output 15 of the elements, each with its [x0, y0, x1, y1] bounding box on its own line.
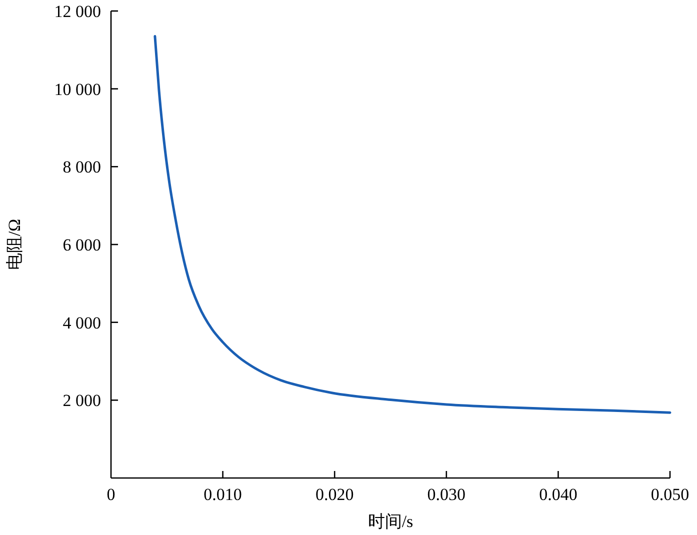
y-tick-label: 6 000	[62, 236, 101, 254]
y-tick-label: 8 000	[62, 158, 101, 177]
y-axis-title: 电阻/Ω	[5, 218, 24, 270]
x-tick-label: 0.010	[204, 485, 242, 504]
x-tick-label: 0.030	[427, 485, 466, 504]
y-tick-label: 10 000	[54, 80, 101, 99]
x-tick-label: 0.020	[315, 485, 354, 504]
y-tick-label: 4 000	[62, 313, 101, 332]
line-series	[154, 35, 672, 414]
x-tick-label: 0.050	[650, 485, 690, 504]
x-axis-title: 时间/s	[368, 512, 414, 531]
y-tick-label: 2 000	[62, 391, 101, 410]
x-tick-label: 0	[106, 485, 116, 504]
y-tick-label: 12 000	[54, 2, 101, 21]
x-tick-label: 0.040	[539, 485, 578, 504]
